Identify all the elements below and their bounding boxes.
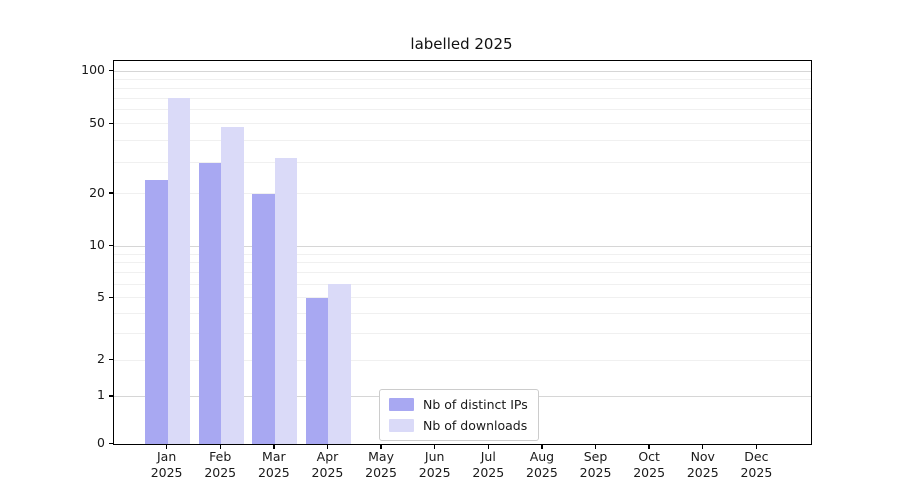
bar-nb-of-downloads-apr (328, 284, 351, 444)
legend-item-downloads: Nb of downloads (389, 418, 528, 433)
y-tick-label: 0 (97, 435, 105, 450)
gridline-minor (114, 313, 811, 315)
x-tick (487, 444, 489, 449)
x-tick (541, 444, 543, 449)
gridline-minor (114, 193, 811, 195)
y-tick (108, 296, 113, 298)
x-tick-label: Jan 2025 (150, 449, 183, 480)
legend-swatch-downloads (389, 419, 414, 432)
legend-item-distinct-ips: Nb of distinct IPs (389, 397, 528, 412)
chart-title: labelled 2025 (410, 35, 513, 53)
x-tick-label: Jul 2025 (472, 449, 505, 480)
gridline-minor (114, 333, 811, 335)
gridline-minor (114, 297, 811, 299)
x-tick-label: Feb 2025 (204, 449, 237, 480)
gridline-minor (114, 97, 811, 99)
bar-nb-of-distinct-ips-feb (198, 162, 222, 444)
gridline-minor (114, 283, 811, 285)
x-tick-label: Apr 2025 (311, 449, 344, 480)
bar-nb-of-distinct-ips-jan (145, 179, 168, 444)
bar-nb-of-downloads-mar (274, 157, 298, 444)
gridline-minor (114, 359, 811, 361)
y-tick (108, 69, 113, 72)
y-tick (108, 395, 113, 397)
y-tick (108, 244, 113, 247)
y-tick-label: 2 (97, 351, 105, 367)
x-tick-label: Nov 2025 (686, 449, 719, 480)
x-tick-label: Oct 2025 (633, 449, 666, 480)
x-tick (702, 444, 704, 449)
x-tick (433, 444, 436, 449)
bar-nb-of-distinct-ips-apr (305, 297, 329, 444)
x-tick-label: Dec 2025 (740, 449, 773, 480)
y-tick-label: 20 (89, 184, 105, 200)
gridline-minor (114, 262, 811, 264)
x-tick (755, 444, 758, 449)
y-tick (108, 122, 113, 125)
x-tick (594, 444, 597, 449)
y-tick-label: 1 (97, 387, 105, 403)
y-tick-label: 50 (89, 114, 105, 130)
y-tick-label: 5 (97, 288, 105, 304)
legend-label-downloads: Nb of downloads (423, 418, 528, 433)
gridline-minor (114, 87, 811, 89)
x-tick-label: Mar 2025 (257, 449, 290, 480)
x-tick (648, 444, 650, 449)
gridline-minor (114, 140, 811, 142)
y-tick-label: 100 (81, 62, 105, 77)
y-tick (108, 192, 113, 194)
x-tick-label: Sep 2025 (579, 449, 612, 480)
y-tick-label: 10 (89, 237, 105, 253)
gridline-minor (114, 123, 811, 125)
gridline-minor (114, 109, 811, 111)
x-tick (273, 444, 275, 449)
legend: Nb of distinct IPs Nb of downloads (379, 389, 539, 441)
x-tick-label: Jun 2025 (418, 449, 451, 480)
gridline-major (114, 245, 811, 247)
y-tick (108, 359, 113, 361)
gridline-minor (114, 272, 811, 274)
x-tick (380, 444, 382, 449)
x-tick-label: Aug 2025 (526, 449, 558, 480)
x-tick (219, 444, 221, 449)
bar-nb-of-distinct-ips-mar (252, 193, 275, 444)
x-tick-label: May 2025 (365, 449, 397, 480)
legend-label-distinct-ips: Nb of distinct IPs (423, 397, 528, 412)
bar-nb-of-downloads-feb (221, 126, 244, 444)
plot-area: Nb of distinct IPs Nb of downloads (113, 60, 812, 445)
y-tick (108, 442, 113, 445)
legend-swatch-distinct-ips (389, 398, 414, 411)
gridline-major (114, 70, 811, 72)
gridline-minor (114, 162, 811, 164)
gridline-minor (114, 78, 811, 80)
gridline-minor (114, 253, 811, 255)
x-tick (165, 444, 168, 449)
bar-nb-of-downloads-jan (167, 98, 191, 444)
x-tick (326, 444, 329, 449)
